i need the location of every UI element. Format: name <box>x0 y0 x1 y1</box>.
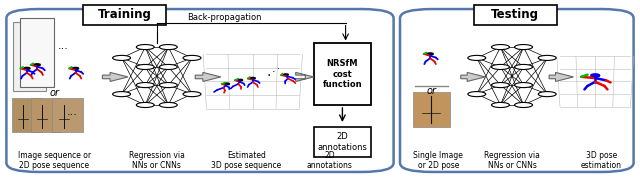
FancyBboxPatch shape <box>83 5 166 25</box>
FancyBboxPatch shape <box>400 9 634 172</box>
FancyBboxPatch shape <box>413 92 450 127</box>
Circle shape <box>136 45 154 50</box>
Polygon shape <box>296 72 314 81</box>
Circle shape <box>113 55 131 60</box>
Circle shape <box>159 64 177 70</box>
Text: ·: · <box>272 67 276 77</box>
Circle shape <box>492 102 509 108</box>
Circle shape <box>515 45 532 50</box>
Circle shape <box>468 55 486 60</box>
Text: 3D pose
estimation: 3D pose estimation <box>581 151 622 170</box>
Circle shape <box>136 64 154 70</box>
Text: Estimated
3D pose sequence: Estimated 3D pose sequence <box>211 151 282 170</box>
FancyBboxPatch shape <box>20 18 54 87</box>
FancyBboxPatch shape <box>474 5 557 25</box>
Text: ·: · <box>277 64 280 74</box>
Circle shape <box>468 92 486 97</box>
Circle shape <box>183 55 201 60</box>
Circle shape <box>159 83 177 88</box>
FancyBboxPatch shape <box>13 22 46 90</box>
Text: 2D
annotations: 2D annotations <box>307 151 353 170</box>
Circle shape <box>515 102 532 108</box>
FancyBboxPatch shape <box>314 127 371 157</box>
Text: Regression via
NNs or CNNs: Regression via NNs or CNNs <box>484 151 540 170</box>
Text: ···: ··· <box>67 110 77 120</box>
Circle shape <box>538 92 556 97</box>
Polygon shape <box>195 72 221 81</box>
Text: ·: · <box>267 69 271 83</box>
Text: 2D
annotations: 2D annotations <box>317 132 367 152</box>
FancyBboxPatch shape <box>6 9 394 172</box>
Text: Image sequence or
2D pose sequence: Image sequence or 2D pose sequence <box>18 151 91 170</box>
Text: Training: Training <box>98 8 152 21</box>
Text: Testing: Testing <box>492 8 540 21</box>
Text: Regression via
NNs or CNNs: Regression via NNs or CNNs <box>129 151 185 170</box>
Text: NRSfM
cost
function: NRSfM cost function <box>323 59 362 89</box>
Polygon shape <box>102 72 128 81</box>
Circle shape <box>492 83 509 88</box>
FancyBboxPatch shape <box>12 98 42 132</box>
Polygon shape <box>461 72 485 81</box>
Circle shape <box>492 45 509 50</box>
Circle shape <box>113 92 131 97</box>
Circle shape <box>538 55 556 60</box>
Circle shape <box>183 92 201 97</box>
Circle shape <box>159 102 177 108</box>
Text: Back-propagation: Back-propagation <box>187 13 261 22</box>
FancyBboxPatch shape <box>31 98 61 132</box>
Circle shape <box>515 64 532 70</box>
FancyBboxPatch shape <box>52 98 83 132</box>
Text: ···: ··· <box>58 44 68 54</box>
Circle shape <box>159 45 177 50</box>
Circle shape <box>492 64 509 70</box>
Text: or: or <box>49 88 60 98</box>
Polygon shape <box>549 72 573 81</box>
Text: Single Image
or 2D pose: Single Image or 2D pose <box>413 151 463 170</box>
FancyBboxPatch shape <box>314 43 371 105</box>
Circle shape <box>515 83 532 88</box>
Circle shape <box>136 102 154 108</box>
Circle shape <box>136 83 154 88</box>
Text: or: or <box>426 86 436 96</box>
